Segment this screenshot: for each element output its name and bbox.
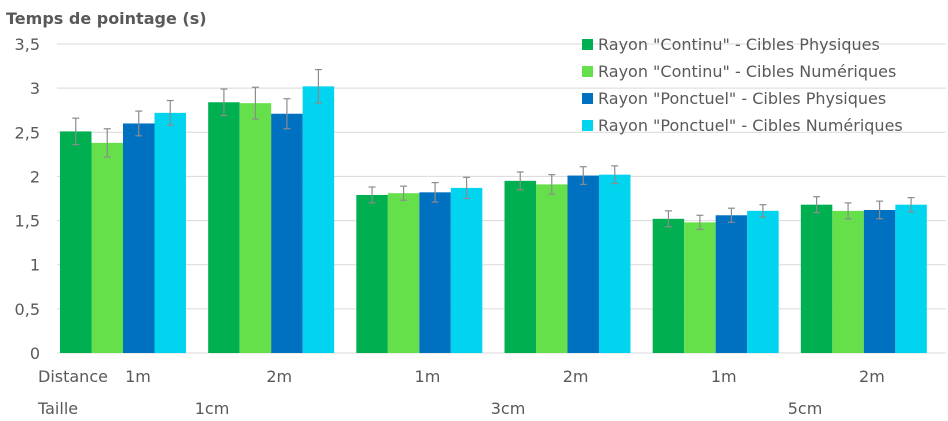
taille-row-label: Taille (37, 399, 78, 418)
distance-tick-label: 1m (415, 367, 441, 386)
y-tick-label: 3,5 (15, 35, 40, 54)
legend-label: Rayon "Ponctuel" - Cibles Numériques (598, 116, 903, 135)
bar (684, 222, 716, 353)
bar (91, 142, 123, 353)
bar (208, 102, 240, 353)
bar (419, 192, 451, 353)
legend-swatch (582, 93, 593, 104)
error-bars (72, 69, 915, 230)
y-tick-label: 2 (30, 167, 40, 186)
taille-tick-label: 3cm (491, 399, 526, 418)
y-tick-label: 1 (30, 256, 40, 275)
distance-tick-label: 2m (859, 367, 885, 386)
y-axis-ticks: 0 0,5 1 1,5 2 2,5 3 3,5 (15, 35, 40, 363)
distance-row-label: Distance (38, 367, 108, 386)
bar (747, 210, 779, 353)
y-tick-label: 1,5 (15, 212, 40, 231)
y-tick-label: 3 (30, 79, 40, 98)
bar (715, 215, 748, 353)
legend-label: Rayon "Continu" - Cibles Numériques (598, 62, 896, 81)
taille-tick-label: 5cm (788, 399, 823, 418)
bar (450, 187, 483, 353)
bar (504, 180, 536, 353)
bars (60, 86, 927, 354)
distance-tick-label: 1m (711, 367, 737, 386)
bar (652, 218, 685, 353)
gridlines (57, 43, 946, 354)
bar (832, 210, 864, 353)
bar (567, 175, 599, 353)
y-axis-title: Temps de pointage (s) (6, 9, 207, 28)
bar (302, 86, 335, 354)
bar (154, 112, 186, 353)
legend-label: Rayon "Ponctuel" - Cibles Physiques (598, 89, 886, 108)
bar (536, 184, 568, 353)
bar (356, 194, 388, 353)
bar (239, 103, 272, 353)
legend-label: Rayon "Continu" - Cibles Physiques (598, 35, 880, 54)
y-tick-label: 0,5 (15, 300, 40, 319)
legend: Rayon "Continu" - Cibles Physiques Rayon … (582, 35, 903, 135)
distance-tick-label: 2m (266, 367, 292, 386)
x-axis-labels: Distance Taille 1m 2m 1m 2m 1m 2m 1cm 3cm 5cm (37, 367, 885, 418)
bar (60, 131, 92, 353)
distance-tick-label: 1m (125, 367, 151, 386)
legend-swatch (582, 120, 593, 131)
bar (387, 193, 420, 353)
legend-swatch (582, 66, 593, 77)
bar (863, 209, 896, 353)
y-tick-label: 0 (30, 344, 40, 363)
bar (123, 123, 155, 353)
bar (800, 204, 833, 353)
bar (599, 174, 631, 353)
bar (895, 204, 927, 353)
taille-tick-label: 1cm (195, 399, 230, 418)
distance-tick-label: 2m (563, 367, 589, 386)
y-tick-label: 2,5 (15, 123, 40, 142)
legend-swatch (582, 39, 593, 50)
bar (271, 113, 303, 353)
